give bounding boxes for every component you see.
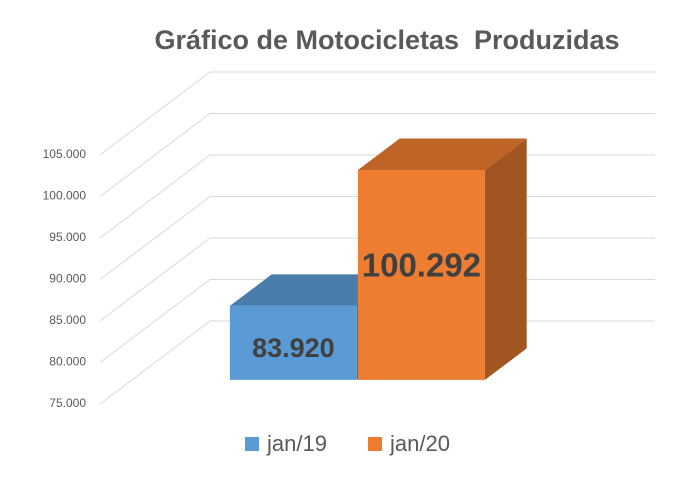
- y-tick-label: 105.000: [43, 147, 87, 161]
- y-tick-label: 80.000: [49, 355, 86, 369]
- legend-swatch: [245, 437, 259, 451]
- grid-line: [99, 196, 211, 280]
- y-tick-label: 75.000: [49, 396, 86, 410]
- y-tick-label: 100.000: [43, 189, 87, 203]
- chart-title: Gráfico de Motocicletas Produzidas: [154, 25, 619, 55]
- bar-top: [229, 274, 399, 306]
- y-tick-label: 85.000: [49, 313, 86, 327]
- grid-line: [99, 320, 211, 405]
- grid-line: [99, 154, 211, 239]
- bar-side: [484, 138, 527, 380]
- bar: [357, 170, 485, 380]
- grid-line: [99, 237, 211, 322]
- data-label: 100.292: [362, 247, 481, 284]
- legend-swatch: [368, 437, 382, 451]
- legend-label: jan/19: [266, 431, 327, 456]
- grid-line: [99, 71, 211, 156]
- data-label: 83.920: [252, 333, 335, 363]
- legend-label: jan/20: [389, 431, 450, 456]
- y-tick-label: 90.000: [49, 272, 86, 286]
- y-tick-label: 95.000: [49, 230, 86, 244]
- grid-line: [99, 113, 211, 197]
- bar: [229, 305, 357, 380]
- bar-top: [357, 138, 527, 171]
- grid-line: [99, 279, 211, 363]
